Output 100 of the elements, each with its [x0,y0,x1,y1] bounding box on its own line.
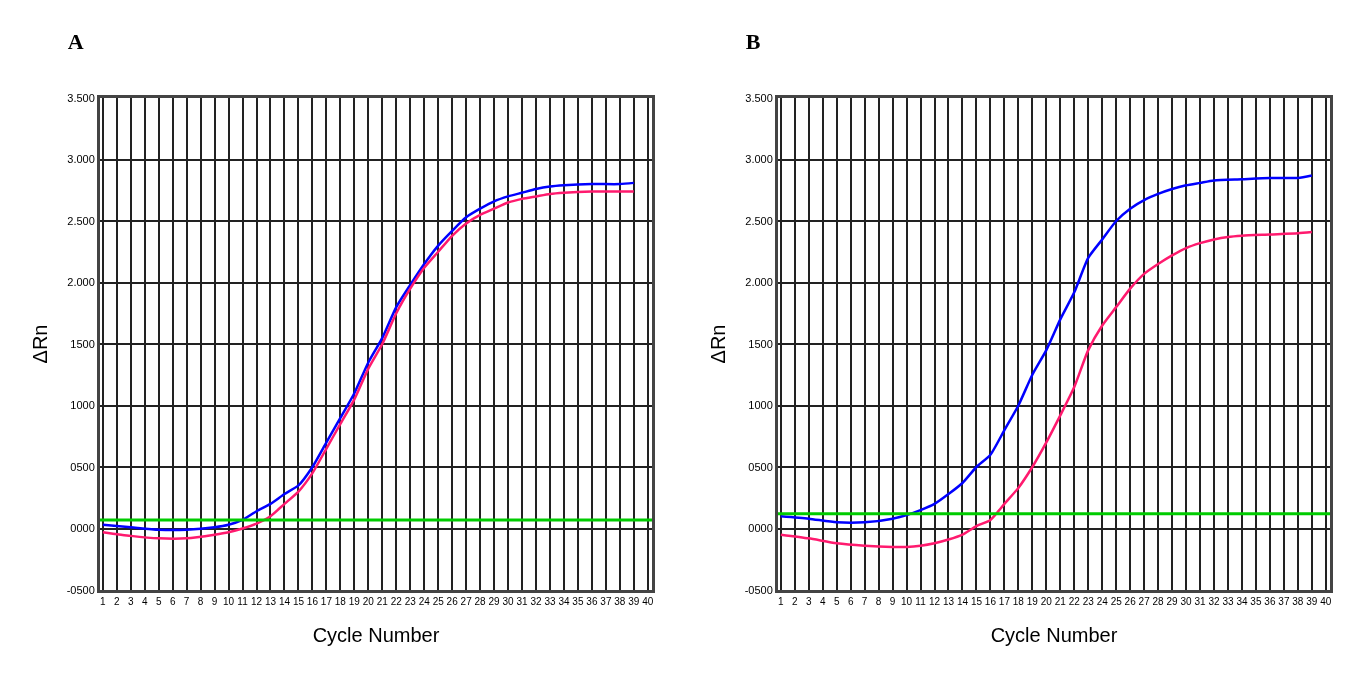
x-tick-label: 26 [1124,596,1137,607]
x-tick-label: 7 [183,596,190,607]
x-tick-label: 33 [1222,596,1234,607]
x-tick-label: 14 [278,596,291,607]
x-tick-label: 5 [833,596,840,607]
x-tick-label: 12 [928,596,941,607]
y-tick-label: 1000 [70,399,95,412]
x-tick-label: 8 [197,596,204,607]
y-tick-label: 0000 [748,522,773,535]
x-tick-label: 35 [1250,596,1262,607]
line-series [779,174,1314,524]
x-tick-label: 31 [516,596,529,607]
x-tick-label: 22 [1068,596,1081,607]
y-tick-label: 1500 [70,337,95,350]
x-tick-label: 5 [155,596,162,607]
x-tick-label: 15 [970,596,983,607]
chart-title: A [67,28,84,54]
x-tick-label: 17 [320,596,333,607]
y-tick-label: 3.500 [67,91,95,104]
x-tick-label: 9 [211,596,218,607]
x-tick-label: 27 [460,596,473,607]
x-tick-label: 1 [778,596,785,607]
y-tick-label: 3.000 [745,153,773,166]
x-tick-label: 4 [819,596,826,607]
x-tick-label: 2 [113,596,120,607]
x-tick-label: 38 [614,596,626,607]
x-tick-label: 33 [544,596,556,607]
x-tick-label: 32 [1208,596,1221,607]
x-tick-label: 27 [1138,596,1151,607]
x-tick-label: 30 [1180,596,1193,607]
x-tick-label: 32 [530,596,543,607]
x-tick-label: 4 [141,596,148,607]
x-tick-label: 21 [1054,596,1067,607]
x-tick-label: 19 [348,596,361,607]
y-tick-label: 0000 [70,522,95,535]
x-tick-label: 26 [446,596,459,607]
x-axis-title: Cycle Number [312,623,440,646]
x-tick-label: 36 [586,596,598,607]
x-tick-label: 13 [942,596,955,607]
x-tick-label: 2 [791,596,798,607]
x-tick-label: 34 [1236,596,1248,607]
x-tick-label: 18 [334,596,347,607]
x-tick-label: 40 [642,596,654,607]
x-tick-label: 30 [502,596,515,607]
x-tick-label: 15 [292,596,305,607]
x-tick-label: 24 [418,596,431,607]
x-tick-label: 7 [861,596,868,607]
x-tick-label: 40 [1320,596,1332,607]
x-tick-label: 17 [998,596,1011,607]
x-tick-label: 31 [1194,596,1207,607]
y-tick-label: 0500 [748,460,773,473]
x-tick-label: 24 [1096,596,1109,607]
x-tick-label: 39 [1306,596,1318,607]
x-tick-label: 25 [432,596,445,607]
x-tick-label: 22 [390,596,403,607]
x-tick-label: 34 [558,596,570,607]
x-tick-label: 37 [600,596,612,607]
x-tick-label: 10 [901,596,913,607]
x-tick-label: 38 [1292,596,1304,607]
x-tick-label: 1 [100,596,107,607]
x-tick-label: 3 [127,596,134,607]
x-tick-label: 9 [889,596,896,607]
y-tick-label: 1500 [748,337,773,350]
y-tick-label: 3.000 [67,153,95,166]
x-tick-label: 36 [1264,596,1276,607]
y-tick-label: 0500 [70,460,95,473]
x-tick-label: 6 [847,596,854,607]
x-tick-label: 28 [1152,596,1165,607]
x-tick-label: 23 [1082,596,1095,607]
x-tick-label: 29 [1166,596,1179,607]
x-tick-label: 10 [223,596,235,607]
y-tick-label: 3.500 [745,91,773,104]
x-tick-label: 19 [1026,596,1039,607]
x-tick-label: 25 [1110,596,1123,607]
x-axis-title: Cycle Number [990,623,1118,646]
chart-title: B [745,28,761,54]
line-series [779,230,1314,549]
x-tick-label: 23 [404,596,417,607]
x-tick-label: 11 [915,596,927,607]
y-axis-title: ΔRn [29,324,52,364]
y-tick-label: -0500 [66,583,95,596]
x-tick-label: 28 [474,596,487,607]
x-tick-label: 21 [376,596,389,607]
x-tick-label: 20 [362,596,375,607]
x-tick-label: 12 [250,596,263,607]
x-tick-label: 6 [169,596,176,607]
y-tick-label: 2.500 [745,214,773,227]
x-tick-label: 20 [1040,596,1053,607]
y-tick-label: 2.000 [745,276,773,289]
y-tick-label: 2.000 [67,276,95,289]
y-tick-label: -0500 [744,583,773,596]
x-tick-label: 16 [984,596,997,607]
x-tick-label: 39 [628,596,640,607]
y-axis-title: ΔRn [707,324,730,364]
x-tick-label: 8 [875,596,882,607]
x-tick-label: 37 [1278,596,1290,607]
x-tick-label: 14 [956,596,969,607]
y-tick-label: 1000 [748,399,773,412]
x-tick-label: 11 [237,596,249,607]
x-tick-label: 18 [1012,596,1025,607]
